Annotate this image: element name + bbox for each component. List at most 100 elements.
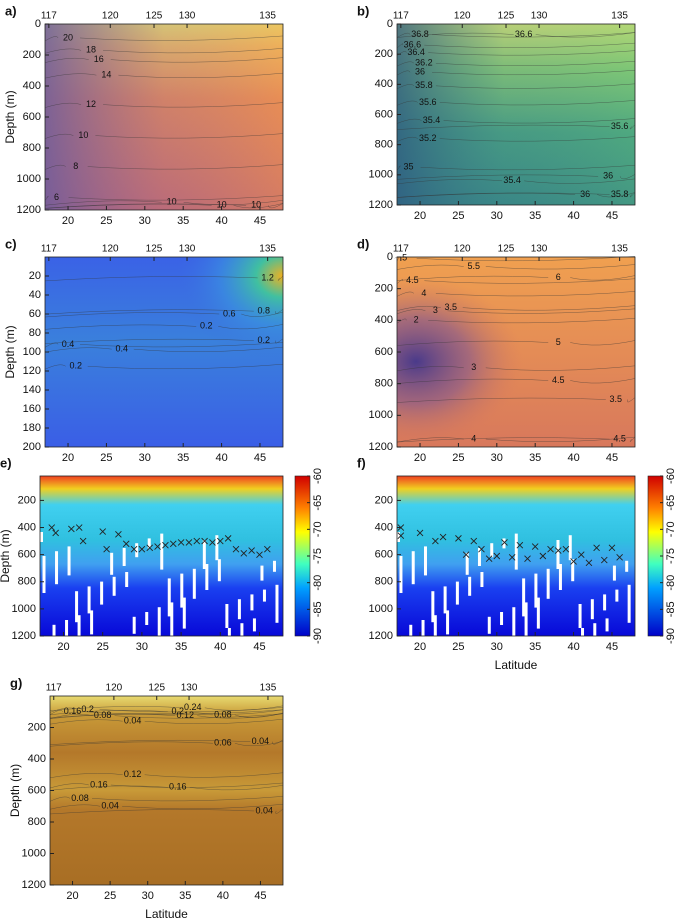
y-tick-label: 800 bbox=[28, 816, 46, 828]
panel-label: f) bbox=[357, 455, 366, 470]
contour-label: 35.4 bbox=[503, 175, 521, 185]
x2-tick-label: 120 bbox=[102, 11, 119, 22]
field bbox=[397, 257, 635, 447]
data-gap bbox=[170, 602, 174, 638]
contour-line bbox=[396, 100, 636, 106]
contour-line bbox=[44, 35, 284, 42]
data-gap bbox=[135, 543, 139, 558]
contour-label: 36.6 bbox=[404, 39, 422, 49]
contour-line bbox=[396, 436, 636, 443]
contour-line bbox=[396, 275, 636, 281]
data-gap bbox=[87, 586, 91, 614]
contour-line bbox=[396, 340, 636, 346]
contour-line bbox=[396, 365, 636, 372]
colorbar-tick-label: -75 bbox=[312, 548, 324, 564]
layer-marker bbox=[516, 541, 524, 549]
x-tick-label: 40 bbox=[214, 641, 226, 653]
contour-label: 14 bbox=[101, 70, 111, 80]
x-tick-label: 35 bbox=[179, 890, 191, 902]
contour-label: 8 bbox=[73, 161, 78, 171]
x-tick-label: 25 bbox=[100, 215, 112, 227]
contour-line bbox=[396, 136, 636, 142]
contour-line bbox=[396, 291, 636, 297]
layer-marker bbox=[146, 544, 154, 552]
data-gap bbox=[262, 589, 266, 602]
y-tick-label: 60 bbox=[29, 308, 41, 320]
x2-tick-label: 125 bbox=[498, 244, 515, 255]
layer-marker bbox=[577, 551, 585, 558]
contour-line bbox=[49, 741, 284, 747]
panel-label: e) bbox=[0, 455, 12, 470]
x-tick-label: 20 bbox=[414, 210, 426, 222]
y-tick-label: 200 bbox=[23, 441, 41, 453]
data-gap bbox=[157, 607, 161, 647]
colorbar-tick-label: -70 bbox=[665, 521, 677, 537]
x-tick-label: 45 bbox=[254, 452, 266, 464]
contour-label: 0.2 bbox=[172, 706, 185, 716]
x-tick-label: 25 bbox=[100, 452, 112, 464]
contour-line bbox=[396, 192, 636, 198]
contour-label: 5.5 bbox=[468, 261, 481, 271]
x2-tick-label: 135 bbox=[260, 683, 277, 694]
x-tick-label: 45 bbox=[606, 452, 618, 464]
x-tick-label: 45 bbox=[606, 210, 618, 222]
data-gap bbox=[514, 533, 518, 570]
data-gap bbox=[487, 616, 491, 634]
data-gap bbox=[52, 624, 56, 661]
colorbar-tick-label: -90 bbox=[665, 628, 677, 644]
contour-line bbox=[44, 195, 284, 201]
contour-label: 35.6 bbox=[419, 97, 437, 107]
layer-marker bbox=[439, 533, 447, 541]
contour-line bbox=[49, 796, 284, 802]
contour-line bbox=[44, 324, 284, 330]
contour-line bbox=[396, 308, 636, 315]
colorbar-tick-label: -80 bbox=[312, 575, 324, 591]
contour-line bbox=[49, 709, 284, 715]
contour-line bbox=[49, 705, 284, 712]
layer-marker bbox=[547, 545, 554, 553]
contour-label: 4 bbox=[421, 288, 426, 298]
contour-label: 4.5 bbox=[406, 275, 419, 285]
contour-line bbox=[396, 124, 636, 130]
layer-marker bbox=[154, 543, 161, 550]
layer-marker bbox=[169, 540, 177, 548]
contour-label: 35.2 bbox=[419, 133, 437, 143]
y-tick-label: 1000 bbox=[369, 169, 393, 181]
data-gap bbox=[615, 589, 619, 602]
colorbar-tick-label: -90 bbox=[312, 628, 324, 644]
y-tick-label: 1200 bbox=[22, 879, 46, 891]
x-tick-label: 20 bbox=[66, 890, 78, 902]
y-tick-label: 120 bbox=[23, 365, 41, 377]
layer-marker bbox=[240, 549, 248, 557]
x-tick-label: 25 bbox=[452, 452, 464, 464]
data-gap bbox=[205, 564, 209, 590]
data-gap bbox=[399, 556, 403, 593]
data-gap bbox=[227, 628, 231, 649]
y-tick-label: 200 bbox=[18, 494, 36, 506]
data-gap bbox=[627, 584, 631, 623]
x-tick-label: 35 bbox=[175, 641, 187, 653]
data-gap bbox=[215, 535, 219, 561]
y-axis-label: Depth (m) bbox=[3, 325, 17, 378]
y-tick-label: 400 bbox=[375, 314, 393, 326]
colorbar-tick-label: -65 bbox=[665, 495, 677, 511]
y-tick-label: 200 bbox=[23, 49, 41, 61]
data-gap bbox=[180, 573, 184, 608]
contour-line bbox=[44, 102, 284, 108]
layer-marker bbox=[130, 545, 138, 553]
contour-line bbox=[49, 804, 284, 810]
contour-label: 10 bbox=[167, 197, 177, 207]
data-gap bbox=[558, 564, 562, 590]
x2-tick-label: 117 bbox=[46, 683, 62, 694]
contour-label: 0.4 bbox=[62, 339, 75, 349]
data-gap bbox=[192, 568, 196, 599]
panel-label: d) bbox=[357, 236, 369, 251]
data-gap bbox=[524, 602, 528, 638]
x2-tick-label: 130 bbox=[531, 244, 548, 255]
y-tick-label: 600 bbox=[375, 549, 393, 561]
contour-line bbox=[396, 60, 636, 67]
y-tick-label: 1200 bbox=[369, 441, 393, 453]
layer-marker bbox=[585, 559, 593, 567]
contour-label: 0.16 bbox=[64, 706, 82, 716]
y-tick-label: 1000 bbox=[12, 603, 36, 615]
